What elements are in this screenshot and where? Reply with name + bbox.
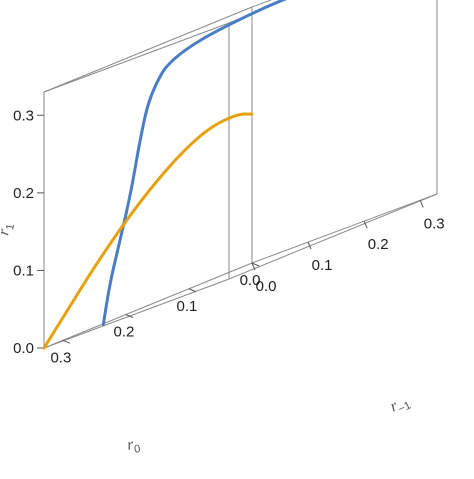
x-tick-label-2: 0.2 (114, 324, 135, 341)
y-axis-label: r−1 (388, 392, 413, 418)
y-tick-label-1: 0.1 (312, 257, 333, 274)
z-tick-label-2: 0.2 (13, 185, 34, 202)
y-tick-1 (307, 241, 312, 250)
y-tick-2 (363, 220, 368, 229)
x-tick-0 (251, 262, 260, 267)
x-tick-label-1: 0.1 (177, 298, 198, 315)
z-axis-label: r1 (0, 222, 17, 238)
x-tick-label-0: 0.0 (240, 272, 261, 289)
z-tick-label-0: 0.0 (13, 340, 34, 357)
z-tick-label-3: 0.3 (13, 107, 34, 124)
x-tick-label-3: 0.3 (50, 349, 71, 366)
x-tick-3 (62, 339, 71, 344)
y-tick-label-2: 0.2 (368, 236, 389, 253)
series-line-0 (101, 0, 287, 327)
x-axis-label: r0 (126, 435, 142, 457)
box-edge-0 (43, 262, 253, 349)
box-edge-5 (228, 193, 438, 280)
series-line-1 (42, 112, 254, 350)
z-tick-label-1: 0.1 (13, 262, 34, 279)
box-edge-3 (43, 278, 230, 349)
box-edge-7 (43, 6, 253, 93)
box-edge-1 (251, 193, 438, 264)
y-tick-3 (419, 200, 424, 208)
x-tick-1 (188, 288, 197, 293)
box-edge-10 (43, 22, 230, 93)
y-tick-label-0: 0.0 (256, 278, 277, 295)
y-tick-0 (251, 262, 256, 271)
y-tick-label-3: 0.3 (424, 215, 445, 232)
x-tick-2 (125, 314, 134, 318)
